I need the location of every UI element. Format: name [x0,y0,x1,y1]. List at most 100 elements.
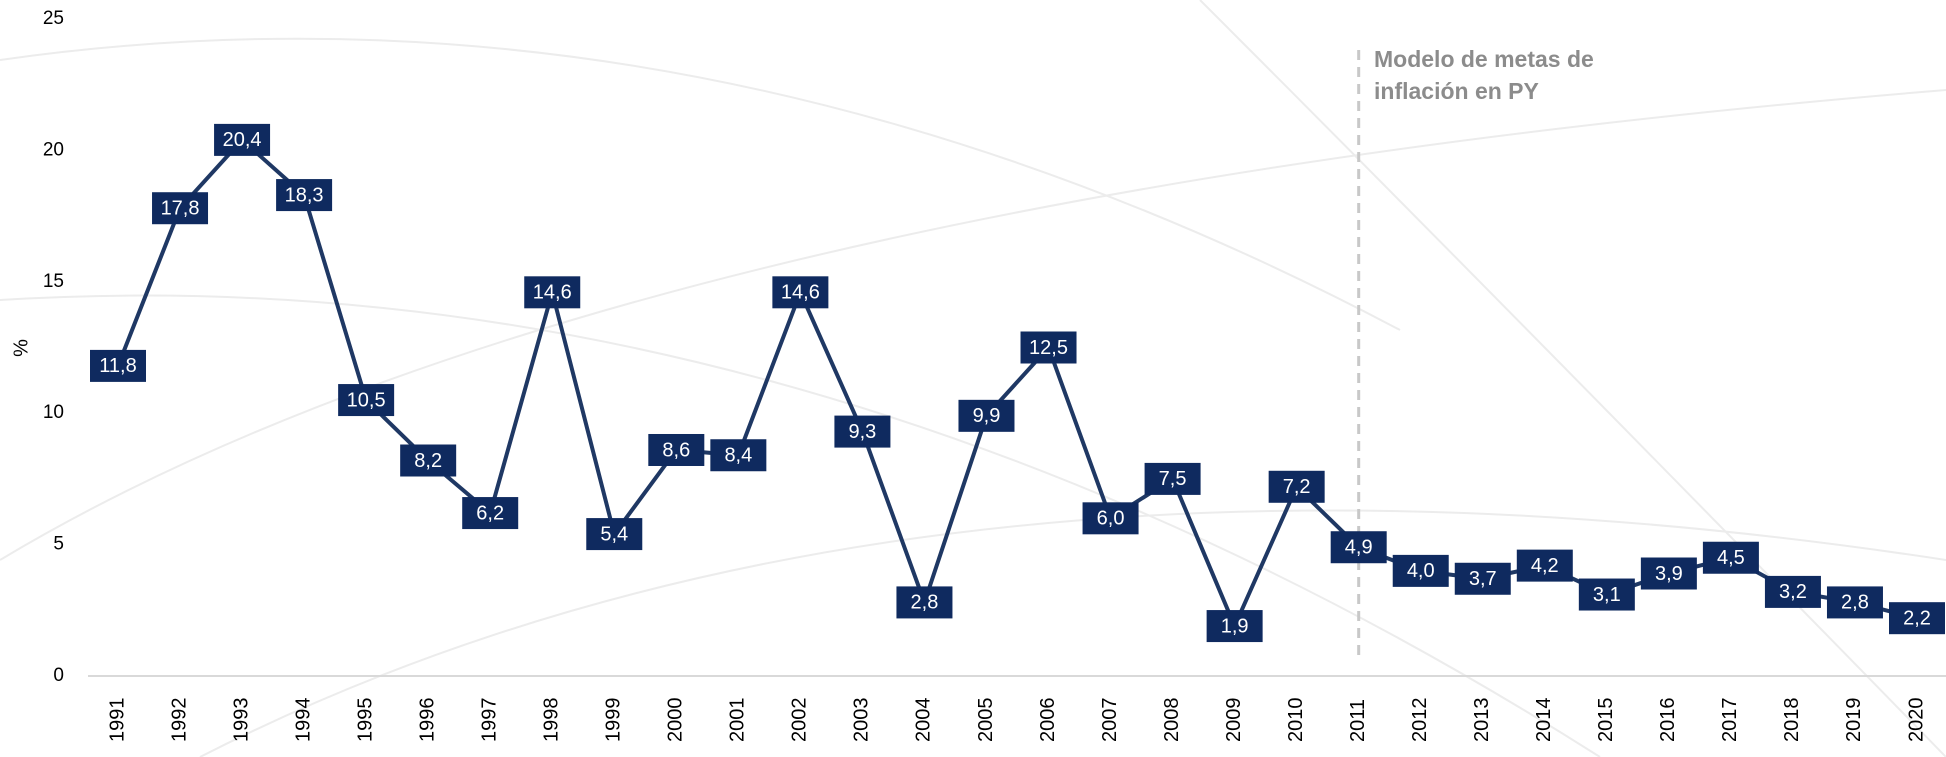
data-label-text: 8,2 [414,450,442,472]
data-label: 7,5 [1144,462,1201,495]
x-tick-label: 2004 [913,698,935,743]
data-label-text: 2,8 [911,592,939,614]
data-label-box [1268,470,1325,503]
data-label-text: 7,5 [1159,468,1187,490]
data-label-box [1206,610,1263,643]
x-tick-label: 2017 [1719,698,1741,743]
data-label-text: 8,4 [724,445,752,467]
data-label: 9,3 [834,415,891,448]
data-label-text: 5,4 [600,523,628,545]
data-label: 7,2 [1268,470,1325,503]
data-label-text: 10,5 [347,389,386,411]
data-label-box [1020,331,1077,364]
data-label-box [1330,531,1387,564]
data-label-box [1082,502,1139,535]
x-tick-label: 1993 [230,698,252,743]
x-tick-label: 1998 [541,698,563,743]
y-axis-label: % [10,339,32,357]
bg-curve [0,89,1946,561]
data-label-text: 12,5 [1029,337,1068,359]
x-tick-label: 2008 [1161,698,1183,743]
data-label: 18,3 [276,179,333,212]
y-tick-label: 20 [43,139,64,160]
data-label-text: 2,2 [1903,607,1931,629]
data-label: 8,6 [648,433,705,466]
x-tick-label: 1992 [168,698,190,743]
y-tick-label: 25 [43,8,64,29]
data-label-text: 18,3 [285,184,324,206]
bg-curve [0,37,1401,331]
data-label-box [276,179,333,212]
data-label: 12,5 [1020,331,1077,364]
x-tick-label: 1994 [292,698,314,743]
x-tick-label: 2014 [1533,698,1555,743]
x-tick-label: 2009 [1223,698,1245,743]
data-label: 6,2 [462,497,519,530]
data-label-box [586,518,643,551]
data-label-box [90,349,146,382]
data-label-box [1702,541,1759,574]
bg-curve [1199,0,1946,757]
data-label-box [772,276,829,309]
data-label-box [1454,562,1511,595]
data-label: 8,4 [710,439,767,472]
data-label-text: 14,6 [781,282,820,304]
data-label-box [896,586,953,619]
data-label: 14,6 [524,276,581,309]
data-label: 2,8 [1826,586,1883,619]
data-label: 3,2 [1764,575,1821,608]
data-label-box [1889,602,1945,635]
x-tick-label: 2020 [1905,698,1927,743]
data-label: 4,0 [1392,554,1449,587]
y-tick-label: 5 [53,534,64,555]
data-label-text: 8,6 [662,439,690,461]
data-label-text: 20,4 [223,129,262,151]
data-label-text: 3,1 [1593,584,1621,606]
y-tick-label: 10 [43,402,64,423]
x-tick-label: 2019 [1843,698,1865,743]
y-tick-label: 15 [43,271,64,292]
x-tick-label: 2006 [1037,698,1059,743]
data-label-box [1392,554,1449,587]
data-label-text: 1,9 [1221,615,1249,637]
data-label-text: 14,6 [533,282,572,304]
x-tick-label: 2010 [1285,698,1307,743]
data-label-text: 6,2 [476,502,504,524]
x-tick-label: 2011 [1347,699,1369,742]
x-tick-label: 2015 [1595,698,1617,743]
x-tick-label: 2007 [1099,698,1121,743]
data-label-text: 11,8 [99,355,136,377]
data-label-text: 4,5 [1717,547,1745,569]
annotation: inflación en PY [1374,78,1539,104]
data-label: 3,7 [1454,562,1511,595]
data-label-box [338,384,395,417]
x-tick-label: 2013 [1471,698,1493,743]
data-label-box [710,439,767,472]
x-tick-label: 1999 [603,698,625,743]
data-label-box [834,415,891,448]
data-label-text: 3,9 [1655,563,1683,585]
bg-curve [199,509,1946,757]
data-label-text: 9,3 [849,421,877,443]
data-label-box [214,123,271,156]
data-label: 3,9 [1640,557,1697,590]
data-label-box [1516,549,1573,582]
data-label: 4,2 [1516,549,1573,582]
data-label-box [1578,578,1635,611]
x-tick-label: 2003 [851,698,873,743]
data-label-text: 9,9 [973,405,1001,427]
data-label: 1,9 [1206,610,1263,643]
x-tick-label: 1995 [354,698,376,743]
data-label: 20,4 [214,123,271,156]
data-label-box [958,399,1015,432]
data-label: 2,8 [896,586,953,619]
data-label-box [648,433,705,466]
data-label: 14,6 [772,276,829,309]
data-label: 10,5 [338,384,395,417]
data-label: 11,8 [90,349,146,382]
data-label-box [152,192,209,225]
data-label: 4,5 [1702,541,1759,574]
data-label-text: 7,2 [1283,476,1311,498]
